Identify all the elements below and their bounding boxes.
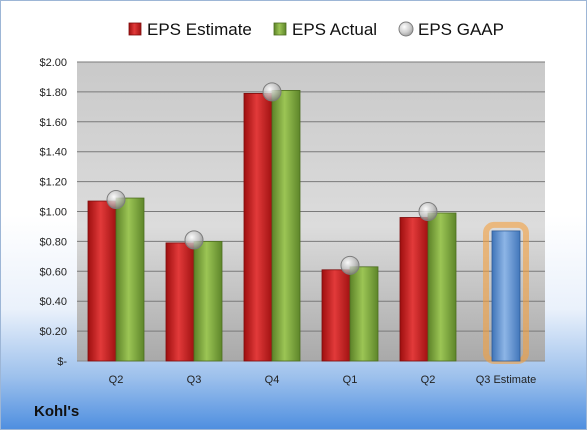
x-tick-label: Q2 [109,374,124,386]
bars [87,82,529,364]
legend-label: EPS Actual [292,20,377,39]
y-tick-label: $- [57,356,67,368]
y-tick-label: $1.60 [39,117,67,129]
legend-swatch [273,22,287,36]
q3-estimate-bar [491,230,521,362]
eps-gaap-marker [418,202,438,221]
legend-label: EPS Estimate [147,20,252,39]
company-name: Kohl's [34,403,80,420]
y-tick-label: $0.40 [39,296,67,308]
eps-actual-bar [115,197,145,362]
gridlines [77,61,545,362]
y-tick-label: $1.40 [39,147,67,159]
eps-gaap-marker [340,255,360,275]
legend-label: EPS GAAP [418,20,504,39]
y-tick-label: $1.20 [39,177,67,189]
legend-swatch [128,22,142,36]
x-tick-label: Q3 [187,374,202,386]
eps-estimate-bar [87,200,117,362]
eps-gaap-marker [262,82,282,102]
eps-estimate-bar [165,242,195,362]
eps-actual-bar [427,212,457,362]
y-tick-label: $1.80 [39,87,67,99]
eps-actual-bar [271,90,301,362]
legend: EPS Estimate EPS Actual EPS GAAP [128,20,504,39]
y-axis-ticks: $2.00 $1.80 $1.60 $1.40 $1.20 $1.00 $0.80 $0.60… [39,57,67,368]
eps-gaap-marker [106,190,126,210]
x-axis-ticks: Q2 Q3 Q4 Q1 Q2 Q3 Estimate [109,374,537,386]
y-tick-label: $0.20 [39,326,67,338]
eps-actual-bar [193,240,223,362]
eps-estimate-bar [321,269,351,362]
y-tick-label: $0.80 [39,236,67,248]
x-tick-label: Q4 [265,374,280,386]
eps-gaap-marker [184,230,204,250]
y-tick-label: $0.60 [39,266,67,278]
eps-actual-bar [349,266,379,362]
y-tick-label: $2.00 [39,57,67,69]
x-tick-label: Q2 [421,374,436,386]
x-tick-label: Q3 Estimate [476,374,537,386]
x-tick-label: Q1 [343,374,358,386]
y-tick-label: $1.00 [39,207,67,219]
eps-estimate-bar [243,92,273,362]
legend-swatch [398,21,414,37]
eps-estimate-bar [399,217,429,362]
